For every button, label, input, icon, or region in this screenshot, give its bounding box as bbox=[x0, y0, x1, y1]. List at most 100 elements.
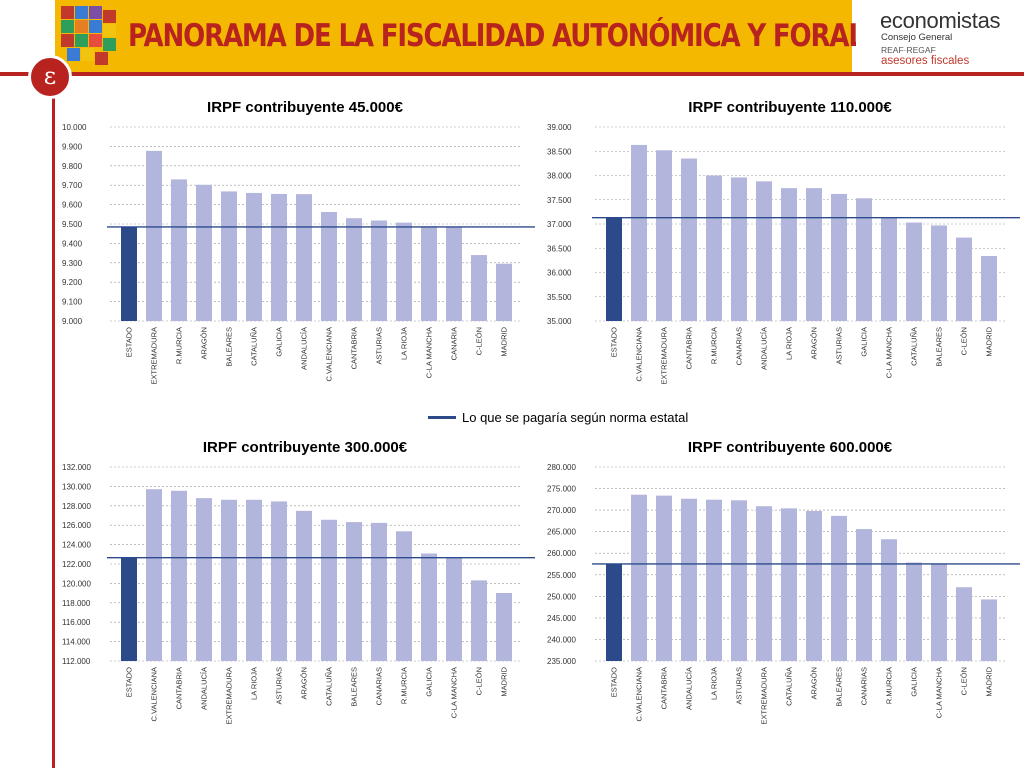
bar-arag-n bbox=[806, 510, 822, 661]
bar-cantabria bbox=[346, 218, 362, 321]
y-tick-label: 35.500 bbox=[547, 293, 572, 302]
y-tick-label: 37.500 bbox=[547, 196, 572, 205]
x-tick-label: R.MURCIA bbox=[175, 327, 184, 364]
x-tick-label: ASTURIAS bbox=[735, 667, 744, 705]
header-banner: PANORAMA DE LA FISCALIDAD AUTONÓMICA Y F… bbox=[55, 0, 941, 72]
x-tick-label: C-LA MANCHA bbox=[935, 667, 944, 718]
bar-galicia bbox=[856, 198, 872, 321]
bar-asturias bbox=[831, 193, 847, 321]
bar-extremadura bbox=[756, 506, 772, 661]
bar-baleares bbox=[931, 225, 947, 321]
bar-c-le-n bbox=[956, 587, 972, 661]
y-tick-label: 270.000 bbox=[547, 506, 576, 515]
cubes-logo-icon bbox=[61, 6, 116, 65]
x-tick-label: LA RIOJA bbox=[400, 327, 409, 360]
bar-c-valenciana bbox=[321, 211, 337, 321]
header-divider bbox=[0, 72, 1024, 76]
x-tick-label: CANTABRIA bbox=[350, 327, 359, 369]
bar-canarias bbox=[371, 522, 387, 661]
bar-catalu-a bbox=[781, 508, 797, 661]
x-tick-label: BALEARES bbox=[350, 667, 359, 707]
chart-title: IRPF contribuyente 45.000€ bbox=[207, 99, 404, 116]
x-tick-label: EXTREMADURA bbox=[150, 327, 159, 385]
bar-c-valenciana bbox=[631, 494, 647, 661]
y-tick-label: 255.000 bbox=[547, 571, 576, 580]
bar-catalu-a bbox=[246, 192, 262, 321]
chart-title: IRPF contribuyente 300.000€ bbox=[203, 439, 408, 456]
bar-r-murcia bbox=[396, 531, 412, 661]
y-tick-label: 9.600 bbox=[62, 201, 83, 210]
x-tick-label: MADRID bbox=[500, 326, 509, 356]
y-tick-label: 116.000 bbox=[62, 618, 91, 627]
bar-galicia bbox=[906, 562, 922, 661]
y-tick-label: 265.000 bbox=[547, 528, 576, 537]
x-tick-label: GALICIA bbox=[910, 667, 919, 697]
x-tick-label: ARAGÓN bbox=[200, 327, 209, 360]
bar-andaluc-a bbox=[196, 498, 212, 661]
x-tick-label: ARAGÓN bbox=[300, 667, 309, 700]
bar-c-la-mancha bbox=[931, 563, 947, 661]
bar-estado bbox=[121, 557, 137, 661]
brand-name: economistas bbox=[880, 8, 1001, 33]
x-tick-label: CATALUÑA bbox=[910, 327, 919, 366]
page-title: PANORAMA DE LA FISCALIDAD AUTONÓMICA Y F… bbox=[128, 18, 941, 54]
x-tick-label: MADRID bbox=[500, 666, 509, 696]
bar-la-rioja bbox=[396, 222, 412, 321]
y-tick-label: 112.000 bbox=[62, 657, 91, 666]
brand-asesores: asesores fiscales bbox=[881, 55, 970, 67]
bar-c-le-n bbox=[471, 255, 487, 321]
bar-catalu-a bbox=[321, 519, 337, 661]
bar-extremadura bbox=[656, 150, 672, 321]
bar-cantabria bbox=[171, 490, 187, 661]
x-tick-label: C-LA MANCHA bbox=[425, 327, 434, 378]
bar-c-valenciana bbox=[631, 144, 647, 321]
y-tick-label: 9.200 bbox=[62, 278, 83, 287]
x-tick-label: CANARIAS bbox=[860, 667, 869, 705]
chart-legend: Lo que se pagaría según norma estatal bbox=[428, 410, 688, 425]
x-tick-label: ANDALUCÍA bbox=[760, 327, 769, 370]
y-tick-label: 10.000 bbox=[62, 123, 87, 132]
x-tick-label: ESTADO bbox=[610, 327, 619, 357]
x-tick-label: MADRID bbox=[985, 666, 994, 696]
y-tick-label: 36.000 bbox=[547, 269, 572, 278]
y-tick-label: 250.000 bbox=[547, 592, 576, 601]
y-tick-label: 35.000 bbox=[547, 317, 572, 326]
bar-r-murcia bbox=[881, 539, 897, 661]
legend-line-swatch bbox=[428, 416, 456, 419]
x-tick-label: C-LEÓN bbox=[475, 327, 484, 355]
x-tick-label: C-LA MANCHA bbox=[885, 327, 894, 378]
bar-canarias bbox=[731, 177, 747, 321]
y-tick-label: 9.300 bbox=[62, 259, 83, 268]
x-tick-label: BALEARES bbox=[835, 667, 844, 707]
x-tick-label: R.MURCIA bbox=[400, 667, 409, 704]
y-tick-label: 9.700 bbox=[62, 181, 83, 190]
x-tick-label: R.MURCIA bbox=[710, 327, 719, 364]
y-tick-label: 9.800 bbox=[62, 162, 83, 171]
x-tick-label: GALICIA bbox=[425, 667, 434, 697]
bar-madrid bbox=[981, 599, 997, 661]
bar-cantabria bbox=[681, 158, 697, 321]
x-tick-label: BALEARES bbox=[935, 327, 944, 367]
bar-la-rioja bbox=[706, 499, 722, 661]
y-tick-label: 114.000 bbox=[62, 638, 91, 647]
x-tick-label: C.VALENCIANA bbox=[635, 667, 644, 721]
x-tick-label: EXTREMADURA bbox=[225, 667, 234, 725]
y-tick-label: 124.000 bbox=[62, 541, 91, 550]
y-tick-label: 118.000 bbox=[62, 599, 91, 608]
x-tick-label: C-LEÓN bbox=[475, 667, 484, 695]
y-tick-label: 126.000 bbox=[62, 521, 91, 530]
y-tick-label: 245.000 bbox=[547, 614, 576, 623]
bar-asturias bbox=[371, 220, 387, 321]
bar-cantabria bbox=[656, 495, 672, 661]
bar-extremadura bbox=[221, 499, 237, 661]
y-tick-label: 235.000 bbox=[547, 657, 576, 666]
y-tick-label: 38.000 bbox=[547, 172, 572, 181]
bar-galicia bbox=[421, 553, 437, 661]
bar-c-la-mancha bbox=[446, 557, 462, 661]
y-tick-label: 128.000 bbox=[62, 502, 91, 511]
bar-madrid bbox=[496, 263, 512, 321]
y-tick-label: 120.000 bbox=[62, 579, 91, 588]
y-tick-label: 36.500 bbox=[547, 244, 572, 253]
bar-estado bbox=[606, 217, 622, 321]
x-tick-label: C-LEÓN bbox=[960, 667, 969, 695]
